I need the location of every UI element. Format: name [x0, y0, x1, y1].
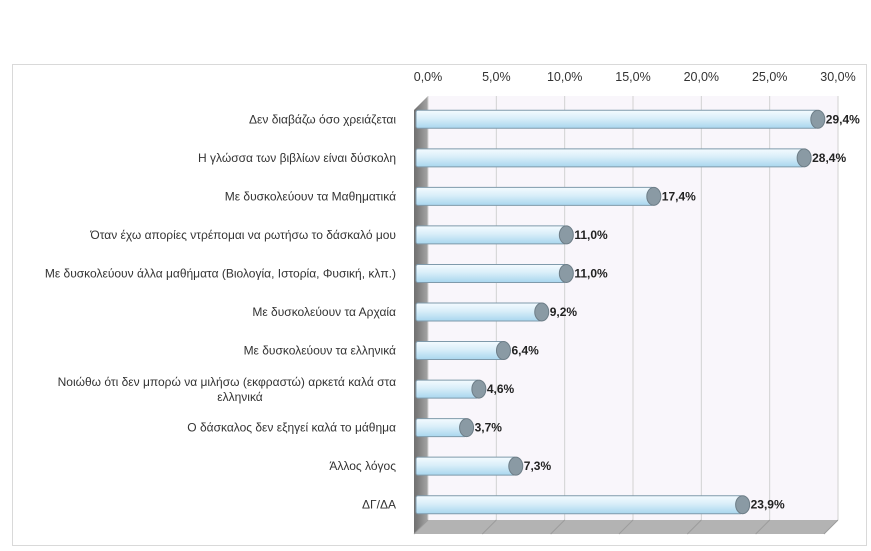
x-tick-label: 30,0% — [820, 70, 855, 84]
category-label: Άλλος λόγος — [329, 459, 396, 473]
bar-cap — [558, 263, 574, 283]
category-label: Ο δάσκαλος δεν εξηγεί καλά το μάθημα — [187, 421, 396, 435]
x-tick-label: 20,0% — [684, 70, 719, 84]
bar — [415, 225, 567, 245]
bar-cap — [495, 341, 511, 361]
bar-cap — [558, 225, 574, 245]
category-label: Με δυσκολεύουν τα ελληνικά — [244, 344, 396, 358]
bar — [415, 109, 819, 129]
bar — [415, 456, 517, 476]
bar-cap — [810, 109, 826, 129]
bar-cap — [508, 456, 524, 476]
data-label: 28,4% — [812, 151, 846, 165]
bar — [415, 302, 543, 322]
x-tick-label: 0,0% — [414, 70, 443, 84]
category-label: Με δυσκολεύουν άλλα μαθήματα (Βιολογία, … — [45, 266, 396, 280]
data-label: 6,4% — [511, 344, 539, 358]
category-label: ΔΓ/ΔΑ — [362, 498, 396, 512]
floor-gridline — [413, 519, 429, 535]
bar-cap — [646, 186, 662, 206]
bar-cap — [796, 148, 812, 168]
bar — [415, 341, 504, 361]
bar — [415, 495, 744, 515]
bar — [415, 379, 480, 399]
bar — [415, 263, 567, 283]
category-label: Δεν διαβάζω όσο χρειάζεται — [249, 112, 396, 126]
bar — [415, 418, 468, 438]
data-label: 23,9% — [751, 498, 785, 512]
category-label: Η γλώσσα των βιβλίων είναι δύσκολη — [198, 151, 396, 165]
floor-gridline — [686, 519, 702, 535]
bar-cap — [459, 418, 475, 438]
chart-frame — [12, 64, 867, 546]
floor-gridline — [481, 519, 497, 535]
data-label: 7,3% — [524, 459, 552, 473]
floor-gridline — [823, 519, 839, 535]
category-label: Με δυσκολεύουν τα Μαθηματικά — [225, 189, 396, 203]
data-label: 29,4% — [826, 112, 860, 126]
category-label: Όταν έχω απορίες ντρέπομαι να ρωτήσω το … — [89, 228, 396, 242]
x-tick-label: 25,0% — [752, 70, 787, 84]
bar-cap — [534, 302, 550, 322]
bar — [415, 148, 805, 168]
category-label-line2: ελληνικά — [217, 390, 263, 404]
bar-cap — [471, 379, 487, 399]
data-label: 17,4% — [662, 189, 696, 203]
bar-cap — [735, 495, 751, 515]
data-label: 3,7% — [475, 421, 503, 435]
floor-gridline — [550, 519, 566, 535]
x-tick-label: 10,0% — [547, 70, 582, 84]
floor-gridline — [618, 519, 634, 535]
data-label: 11,0% — [574, 228, 608, 242]
floor-gridline — [755, 519, 771, 535]
category-label: Με δυσκολεύουν τα Αρχαία — [252, 305, 396, 319]
data-label: 9,2% — [550, 305, 578, 319]
x-tick-label: 5,0% — [482, 70, 511, 84]
category-label: Νοιώθω ότι δεν μπορώ να μιλήσω (εκφραστώ… — [58, 375, 396, 389]
x-tick-label: 15,0% — [615, 70, 650, 84]
data-label: 11,0% — [574, 266, 608, 280]
bar — [415, 186, 655, 206]
data-label: 4,6% — [487, 382, 515, 396]
